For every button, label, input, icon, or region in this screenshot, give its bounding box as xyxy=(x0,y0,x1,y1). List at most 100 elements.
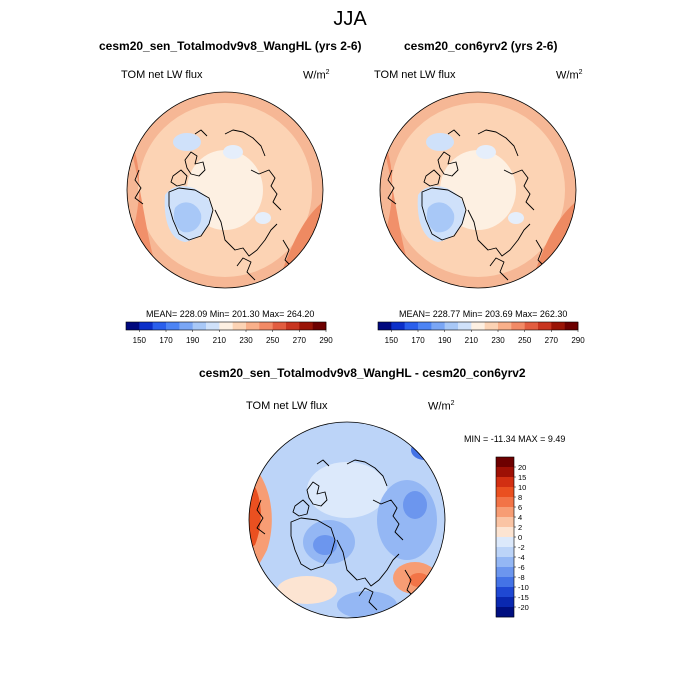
colorbar-swatch xyxy=(496,597,514,608)
colorbar-tick-label: 150 xyxy=(385,336,399,345)
colorbar-tick-label: 20 xyxy=(518,463,526,472)
field-cool-patch xyxy=(223,145,243,159)
coastline xyxy=(306,481,328,507)
colorbar-swatch xyxy=(496,567,514,578)
field-cool-patch xyxy=(426,133,454,151)
coastline xyxy=(214,209,278,257)
panel-1-units: W/m2 xyxy=(303,69,330,82)
panel-3-variable: TOM net LW flux xyxy=(246,400,328,412)
coastline xyxy=(387,169,397,205)
colorbar-tick-label: 230 xyxy=(491,336,505,345)
field-cool-patch xyxy=(476,145,496,159)
coastline xyxy=(489,257,509,281)
colorbar-swatch xyxy=(166,322,180,330)
coastline xyxy=(423,169,441,187)
coastline xyxy=(467,209,531,257)
colorbar-swatch xyxy=(471,322,485,330)
colorbar-tick-label: 290 xyxy=(571,336,585,345)
colorbar-tick-label: -6 xyxy=(518,563,525,572)
colorbar-tick-label: -15 xyxy=(518,593,529,602)
colorbar-swatch xyxy=(126,322,140,330)
colorbar-swatch xyxy=(564,322,579,330)
colorbar-swatch xyxy=(206,322,220,330)
coastline xyxy=(316,459,330,467)
colorbar-swatch xyxy=(259,322,273,330)
colorbar-tick-label: 0 xyxy=(518,533,522,542)
colorbar-swatch xyxy=(496,537,514,548)
coastline xyxy=(224,129,266,157)
panel-3-difference-map xyxy=(248,421,446,619)
colorbar-swatch xyxy=(179,322,193,330)
coastlines xyxy=(387,129,545,281)
coastlines xyxy=(256,459,414,611)
colorbar-tick-label: 210 xyxy=(213,336,227,345)
panel-1-colorbar: 150 170 190 210 230 250 270 290 xyxy=(125,321,333,345)
colorbar-swatch xyxy=(496,497,514,508)
colorbar-tick-label: 190 xyxy=(186,336,200,345)
colorbar-tick-label: 6 xyxy=(518,503,522,512)
field-greenland-core xyxy=(173,202,202,233)
colorbar-tick-label: 10 xyxy=(518,483,526,492)
colorbar-swatch xyxy=(496,507,514,518)
coastline xyxy=(236,257,256,281)
coastline xyxy=(168,187,214,241)
coastline xyxy=(503,169,535,211)
field-cool-east xyxy=(377,480,437,560)
panel-2-stats: MEAN= 228.77 Min= 203.69 Max= 262.30 xyxy=(399,309,568,319)
colorbar-swatch xyxy=(444,322,459,330)
coastline xyxy=(134,169,144,205)
coastline xyxy=(372,499,404,541)
panel-2-colorbar: 150 170 190 210 230 250 270 290 xyxy=(377,321,585,345)
colorbar-swatch xyxy=(232,322,247,330)
colorbar-swatch xyxy=(152,322,167,330)
coastline xyxy=(282,239,292,267)
panel-3-minmax: MIN = -11.34 MAX = 9.49 xyxy=(464,434,566,444)
colorbar-tick-label: -2 xyxy=(518,543,525,552)
colorbar-tick-label: 170 xyxy=(159,336,173,345)
colorbar-swatch xyxy=(551,322,565,330)
colorbar-swatch xyxy=(496,557,514,568)
colorbar-swatch xyxy=(496,527,514,538)
field-cool-patch xyxy=(255,212,271,224)
map-boundary xyxy=(126,91,324,289)
map-field xyxy=(249,422,445,618)
colorbar-swatch xyxy=(458,322,472,330)
field-greenland-core xyxy=(313,535,337,555)
field-warm-southeast-core xyxy=(409,573,429,587)
panel-2-polar-map xyxy=(379,91,577,289)
colorbar-tick-label: 250 xyxy=(266,336,280,345)
colorbar-swatch xyxy=(391,322,405,330)
panel-1-variable: TOM net LW flux xyxy=(121,69,203,81)
coastline xyxy=(404,569,414,597)
colorbar-swatch xyxy=(496,487,514,498)
colorbar-tick-label: -20 xyxy=(518,603,529,612)
field-cool-patch xyxy=(173,133,201,151)
colorbar-swatch xyxy=(404,322,419,330)
colorbar-tick-label: 270 xyxy=(545,336,559,345)
coastline xyxy=(194,129,208,137)
colorbar-tick-label: 270 xyxy=(293,336,307,345)
colorbar-swatch xyxy=(496,577,514,588)
colorbar-swatch xyxy=(312,322,327,330)
colorbar-tick-label: -8 xyxy=(518,573,525,582)
colorbar-swatch xyxy=(272,322,287,330)
coastline xyxy=(184,151,206,177)
field-neutral-south xyxy=(277,576,337,604)
colorbar-swatch xyxy=(431,322,445,330)
colorbar-frame xyxy=(125,321,327,331)
coastline xyxy=(421,187,467,241)
coastline xyxy=(437,151,459,177)
panel-2-units: W/m2 xyxy=(556,69,583,82)
field-cool-east-core xyxy=(403,491,427,519)
colorbar-tick-label: 230 xyxy=(239,336,253,345)
colorbar-swatch xyxy=(496,467,514,478)
map-field xyxy=(380,92,576,288)
colorbar-tick-label: 210 xyxy=(465,336,479,345)
colorbar-swatch xyxy=(496,607,514,618)
field-greenland-core xyxy=(426,202,455,233)
field-cool-south xyxy=(337,591,397,618)
panel-2-variable: TOM net LW flux xyxy=(374,69,456,81)
panel-3-units: W/m2 xyxy=(428,400,455,413)
colorbar-tick-label: 170 xyxy=(411,336,425,345)
colorbar-swatch xyxy=(498,322,512,330)
